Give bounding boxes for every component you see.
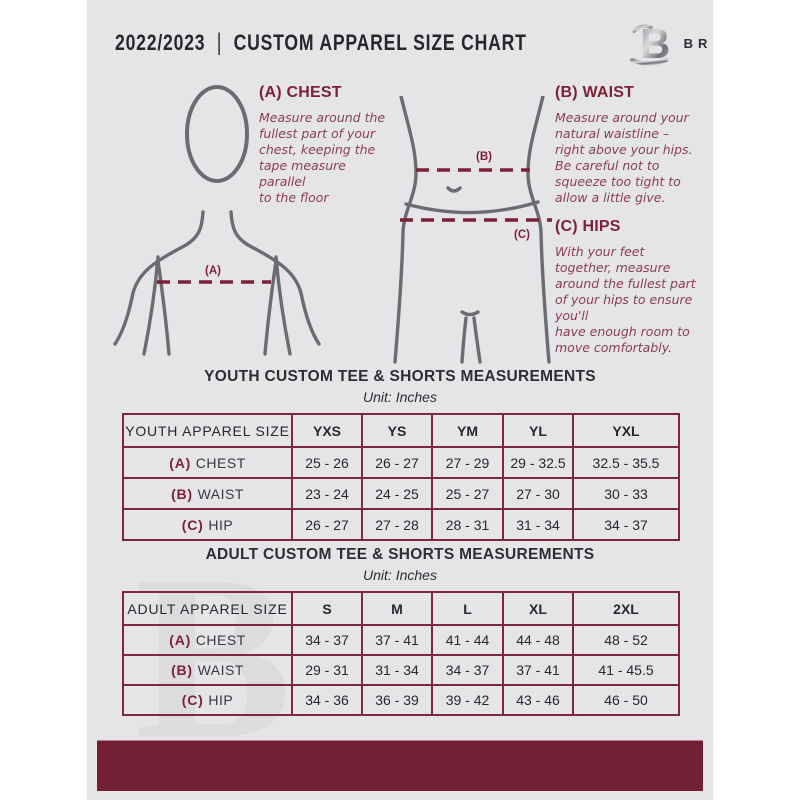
cell-value: 29 - 32.5: [502, 446, 574, 479]
upper-body-figure: (A): [113, 85, 321, 356]
cell-value: 46 - 50: [572, 684, 680, 716]
cell-value: 23 - 24: [291, 477, 363, 510]
table-row: (A) CHEST 34 - 37 37 - 41 41 - 44 44 - 4…: [122, 624, 680, 656]
cell-value: 34 - 37: [572, 508, 680, 541]
size-col-header: YM: [431, 413, 504, 448]
size-chart-page: B 2022/2023 | CUSTOM APPAREL SIZE CHART …: [87, 0, 713, 800]
waist-body-text: Measure around your natural waistline – …: [555, 110, 693, 205]
row-letter: (A): [169, 454, 192, 471]
table-row: (C) HIP 34 - 36 36 - 39 39 - 42 43 - 46 …: [122, 684, 680, 716]
row-label: (A) CHEST: [122, 624, 293, 656]
cell-value: 34 - 37: [291, 624, 363, 656]
cell-value: 31 - 34: [502, 508, 574, 541]
cell-value: 39 - 42: [431, 684, 504, 716]
cell-value: 26 - 27: [291, 508, 363, 541]
cell-value: 43 - 46: [502, 684, 574, 716]
size-col-header: L: [431, 591, 504, 626]
youth-size-table: YOUTH APPAREL SIZE YXS YS YM YL YXL (A) …: [122, 413, 680, 541]
adult-size-label: ADULT APPAREL SIZE: [122, 591, 293, 626]
row-label: (A) CHEST: [122, 446, 293, 479]
youth-section-title: YOUTH CUSTOM TEE & SHORTS MEASUREMENTS: [204, 368, 596, 385]
hips-body-text: With your feet together, measure around …: [555, 244, 696, 355]
hips-instructions: (C) HIPS With your feet together, measur…: [555, 218, 701, 356]
size-col-header: YL: [502, 413, 574, 448]
cell-value: 27 - 29: [431, 446, 504, 479]
size-col-header: 2XL: [572, 591, 680, 626]
size-col-header: YXS: [291, 413, 363, 448]
size-col-header: YS: [361, 413, 433, 448]
chest-line-label: (A): [205, 265, 221, 277]
title-divider: |: [216, 29, 223, 56]
cell-value: 24 - 25: [361, 477, 433, 510]
adult-section: ADULT CUSTOM TEE & SHORTS MEASUREMENTS U…: [87, 546, 713, 716]
header: 2022/2023 | CUSTOM APPAREL SIZE CHART B: [115, 20, 713, 67]
table-row: (A) CHEST 25 - 26 26 - 27 27 - 29 29 - 3…: [122, 446, 680, 479]
cell-value: 41 - 44: [431, 624, 504, 656]
youth-size-label: YOUTH APPAREL SIZE: [122, 413, 293, 448]
cell-value: 27 - 30: [502, 477, 574, 510]
cell-value: 29 - 31: [291, 654, 363, 686]
title-year: 2022/2023: [115, 30, 206, 55]
breakaway-logo-icon: B: [629, 20, 670, 67]
cell-value: 25 - 27: [431, 477, 504, 510]
cell-value: 26 - 27: [361, 446, 433, 479]
cell-value: 36 - 39: [361, 684, 433, 716]
row-letter: (B): [171, 485, 193, 502]
adult-section-unit: Unit: Inches: [363, 567, 437, 583]
row-label: (B) WAIST: [122, 477, 293, 510]
cell-value: 30 - 33: [572, 477, 680, 510]
footer-accent-bar: [97, 740, 703, 791]
brand-lockup: B BREAKAWAY: [629, 19, 713, 67]
row-label: (C) HIP: [122, 508, 293, 541]
table-row: (B) WAIST 29 - 31 31 - 34 34 - 37 37 - 4…: [122, 654, 680, 686]
hips-title: (C) HIPS: [555, 218, 621, 235]
cell-value: 41 - 45.5: [572, 654, 680, 686]
table-row: (B) WAIST 23 - 24 24 - 25 25 - 27 27 - 3…: [122, 477, 680, 510]
cell-value: 48 - 52: [572, 624, 680, 656]
adult-section-title: ADULT CUSTOM TEE & SHORTS MEASUREMENTS: [205, 546, 595, 563]
chest-title: (A) CHEST: [259, 84, 342, 101]
cell-value: 28 - 31: [431, 508, 504, 541]
page-title: 2022/2023 | CUSTOM APPAREL SIZE CHART: [115, 29, 527, 57]
waist-title: (B) WAIST: [555, 84, 635, 101]
chest-instructions: (A) CHEST Measure around the fullest par…: [259, 84, 391, 206]
size-col-header: S: [291, 591, 363, 626]
cell-value: 34 - 36: [291, 684, 363, 716]
cell-value: 44 - 48: [502, 624, 574, 656]
waist-line-label: (B): [476, 151, 492, 163]
row-letter: (C): [181, 692, 204, 708]
row-letter: (A): [169, 632, 192, 648]
size-col-header: XL: [502, 591, 574, 626]
lower-body-figure: (B) (C): [393, 96, 552, 364]
cell-value: 31 - 34: [361, 654, 433, 686]
measurement-diagrams: (A) (A) CHEST Measure around the fullest…: [87, 80, 713, 368]
row-label: (B) WAIST: [122, 654, 293, 686]
title-text: CUSTOM APPAREL SIZE CHART: [233, 30, 527, 55]
table-header-row: YOUTH APPAREL SIZE YXS YS YM YL YXL: [122, 413, 680, 448]
chest-body-text: Measure around the fullest part of your …: [259, 110, 386, 205]
cell-value: 34 - 37: [431, 654, 504, 686]
size-col-header: YXL: [572, 413, 680, 448]
cell-value: 27 - 28: [361, 508, 433, 541]
hip-line-label: (C): [514, 229, 530, 241]
cell-value: 37 - 41: [361, 624, 433, 656]
waist-instructions: (B) WAIST Measure around your natural wa…: [555, 84, 697, 206]
brand-name: BREAKAWAY: [683, 35, 713, 51]
table-row: (C) HIP 26 - 27 27 - 28 28 - 31 31 - 34 …: [122, 508, 680, 541]
row-letter: (B): [171, 662, 193, 678]
table-header-row: ADULT APPAREL SIZE S M L XL 2XL: [122, 591, 680, 626]
youth-section: YOUTH CUSTOM TEE & SHORTS MEASUREMENTS U…: [87, 368, 713, 541]
cell-value: 32.5 - 35.5: [572, 446, 680, 479]
cell-value: 25 - 26: [291, 446, 363, 479]
size-col-header: M: [361, 591, 433, 626]
adult-size-table: ADULT APPAREL SIZE S M L XL 2XL (A) CHES…: [122, 591, 680, 716]
cell-value: 37 - 41: [502, 654, 574, 686]
youth-section-unit: Unit: Inches: [363, 389, 437, 405]
row-letter: (C): [181, 516, 204, 533]
row-label: (C) HIP: [122, 684, 293, 716]
